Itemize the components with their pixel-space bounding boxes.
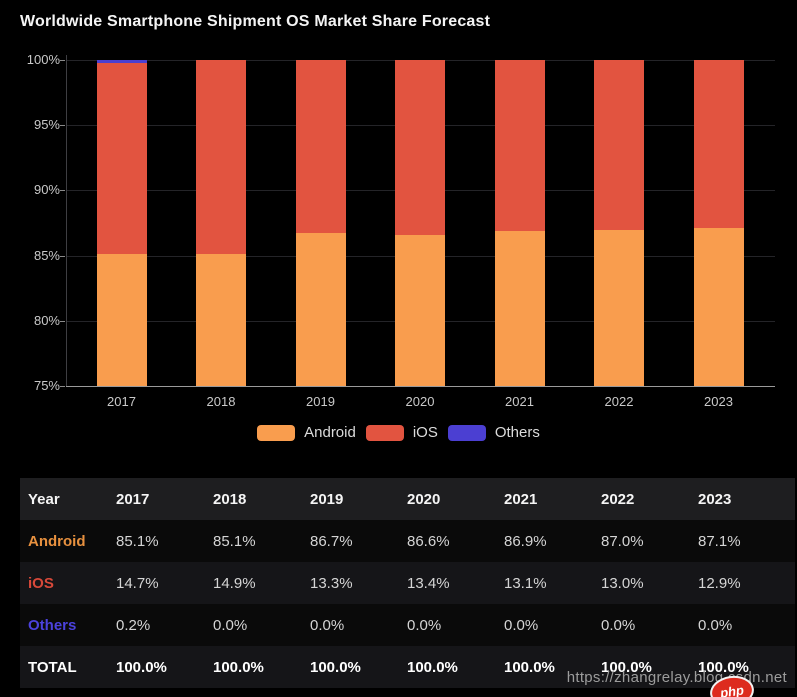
- bar-segment-android-2021: [494, 230, 545, 386]
- table-cell: 13.0%: [601, 574, 644, 592]
- row-label-total: TOTAL: [28, 658, 77, 676]
- table-cell: 13.1%: [504, 574, 547, 592]
- table-cell: 100.0%: [698, 658, 749, 676]
- bar-segment-others-2017: [96, 60, 147, 63]
- table-header-2023: 2023: [698, 490, 732, 508]
- x-axis-label: 2023: [704, 394, 733, 409]
- table-cell: 14.7%: [116, 574, 159, 592]
- table-cell: 100.0%: [116, 658, 167, 676]
- stacked-bar-chart: 100% 95% 90% 85% 80% 75% 2017 2018 2019 2020 2021 2…: [26, 52, 775, 409]
- table-cell: 0.0%: [698, 616, 733, 634]
- bar-segment-android-2017: [96, 254, 147, 386]
- table-cell: 85.1%: [213, 532, 256, 550]
- table-cell: 100.0%: [601, 658, 652, 676]
- legend-label: Others: [494, 424, 540, 441]
- y-axis-tick: [60, 125, 65, 127]
- table-cell: 86.6%: [407, 532, 450, 550]
- table-cell: 0.0%: [504, 616, 539, 634]
- y-axis-tick: [60, 386, 65, 387]
- y-axis-tick: [60, 255, 65, 257]
- table-cell: 0.0%: [407, 616, 442, 634]
- table-cell: 100.0%: [504, 658, 555, 676]
- y-axis-label: 90%: [33, 182, 60, 198]
- table-cell: 12.9%: [698, 574, 741, 592]
- bar-segment-android-2019: [295, 233, 346, 386]
- table-cell: 87.0%: [601, 532, 644, 550]
- table-cell: 14.9%: [213, 574, 256, 592]
- y-axis-tick: [60, 60, 65, 61]
- legend-item-ios[interactable]: iOS: [365, 424, 438, 441]
- y-axis-label: 85%: [33, 247, 60, 263]
- bar-segment-android-2020: [395, 234, 445, 386]
- x-axis-label: 2017: [107, 394, 136, 409]
- table-cell: 0.2%: [116, 616, 151, 634]
- legend-swatch-android: [257, 424, 296, 441]
- table-cell: 13.4%: [407, 574, 450, 592]
- table-cell: 100.0%: [407, 658, 458, 676]
- bar-segment-android-2018: [196, 254, 246, 386]
- bar-segment-ios-2022: [594, 60, 644, 230]
- watermark-url: https://zhangrelay.blog.csdn.net: [566, 669, 787, 686]
- table-header-2020: 2020: [407, 490, 441, 508]
- bar-segment-ios-2019: [295, 60, 346, 234]
- y-axis-tick: [60, 190, 65, 192]
- table-row-total: TOTAL 100.0% 100.0% 100.0% 100.0% 100.0% 100.0…: [20, 646, 795, 688]
- table-cell: 87.1%: [698, 532, 741, 550]
- table-row-others: Others 0.2% 0.0% 0.0% 0.0% 0.0% 0.0% 0.0%: [20, 604, 795, 646]
- table-cell: 85.1%: [116, 532, 159, 550]
- table-cell: 100.0%: [310, 658, 361, 676]
- table-header-2019: 2019: [310, 490, 344, 508]
- y-axis-tick: [60, 320, 65, 322]
- bar-segment-ios-2020: [395, 60, 445, 235]
- table-header-2017: 2017: [116, 490, 150, 508]
- bar-segment-ios-2021: [494, 60, 545, 231]
- legend-swatch-others: [447, 424, 486, 441]
- table-header-2018: 2018: [213, 490, 247, 508]
- table-cell: 86.7%: [310, 532, 353, 550]
- table-header-2021: 2021: [504, 490, 538, 508]
- x-axis-label: 2019: [306, 394, 335, 409]
- bar-segment-ios-2023: [693, 60, 744, 229]
- row-label-ios: iOS: [28, 574, 54, 592]
- x-axis-label: 2021: [505, 394, 534, 409]
- row-label-android: Android: [28, 532, 86, 550]
- table-cell: 0.0%: [601, 616, 636, 634]
- y-axis-label: 95%: [33, 117, 60, 133]
- php-logo-text: php: [719, 682, 745, 697]
- x-axis-label: 2018: [206, 394, 236, 409]
- bar-segment-ios-2017: [96, 62, 147, 255]
- legend-label: Android: [304, 424, 356, 441]
- table-row-android: Android 85.1% 85.1% 86.7% 86.6% 86.9% 87.0% 87.…: [20, 520, 795, 562]
- y-axis-label: 80%: [33, 312, 60, 328]
- table-cell: 13.3%: [310, 574, 353, 592]
- y-axis-label: 100%: [26, 52, 60, 67]
- bar-segment-android-2023: [693, 228, 744, 386]
- bar-segment-ios-2018: [196, 60, 246, 255]
- row-label-others: Others: [28, 616, 77, 634]
- bar-segment-android-2022: [594, 229, 644, 386]
- x-axis-label: 2020: [405, 394, 435, 409]
- table-header-row: Year 2017 2018 2019 2020 2021 2022 2023: [20, 478, 795, 520]
- table-row-ios: iOS 14.7% 14.9% 13.3% 13.4% 13.1% 13.0% 12.9%: [20, 562, 795, 604]
- table-cell: 86.9%: [504, 532, 547, 550]
- x-axis-label: 2022: [604, 394, 634, 409]
- legend-label: iOS: [412, 424, 438, 441]
- table-header-label: Year: [28, 490, 60, 508]
- table-header-2022: 2022: [601, 490, 635, 508]
- page-title: Worldwide Smartphone Shipment OS Market …: [20, 13, 491, 30]
- y-axis-label: 75%: [33, 378, 60, 393]
- legend-item-others[interactable]: Others: [447, 424, 540, 441]
- legend-item-android[interactable]: Android: [257, 424, 356, 441]
- market-share-table: Year 2017 2018 2019 2020 2021 2022 2023 Android 8…: [20, 478, 795, 688]
- y-axis-line: [66, 55, 67, 386]
- x-axis-line: [66, 386, 775, 387]
- legend-swatch-ios: [365, 424, 404, 441]
- chart-legend: Android iOS Others: [0, 424, 797, 441]
- table-cell: 100.0%: [213, 658, 264, 676]
- table-cell: 0.0%: [213, 616, 248, 634]
- table-cell: 0.0%: [310, 616, 345, 634]
